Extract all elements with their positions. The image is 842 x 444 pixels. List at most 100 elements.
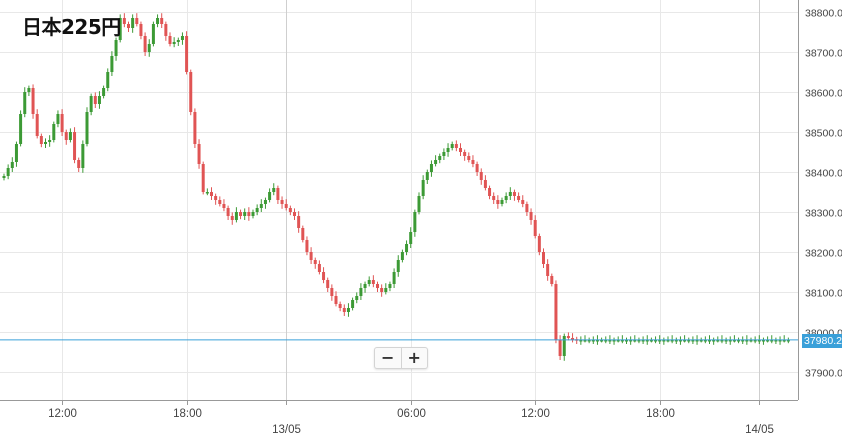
candle-body <box>716 340 720 342</box>
candle-body <box>388 284 392 288</box>
candle-body <box>595 340 599 342</box>
candle-body <box>703 340 707 342</box>
candle-body <box>579 340 583 342</box>
candle-body <box>330 288 334 296</box>
candle-body <box>496 200 500 204</box>
candle-body <box>272 188 276 192</box>
x-tick-label: 12:00 <box>521 408 550 420</box>
candle-body <box>604 340 608 342</box>
candle-body <box>247 212 251 216</box>
candle-body <box>488 188 492 196</box>
candle-body <box>766 340 770 342</box>
y-tick-label: 38800.0 <box>805 8 842 20</box>
candle-body <box>450 144 454 148</box>
candle-body <box>400 252 404 260</box>
candle-body <box>93 96 97 104</box>
candle-body <box>691 340 695 342</box>
candle-body <box>699 340 703 342</box>
candle-body <box>625 340 628 342</box>
candle-body <box>732 340 736 342</box>
candle-body <box>649 340 653 342</box>
candle-body <box>19 114 23 144</box>
chart-title: 日本225円 <box>22 15 121 39</box>
candle-body <box>583 340 587 342</box>
candle-body <box>89 96 93 112</box>
candle-body <box>641 340 645 342</box>
candle-body <box>276 188 280 200</box>
candle-body <box>562 336 566 356</box>
candle-body <box>97 96 101 104</box>
candle-body <box>305 240 309 252</box>
candle-body <box>454 144 458 148</box>
candle-body <box>371 280 375 284</box>
candle-body <box>728 340 732 342</box>
y-tick-label: 38400.0 <box>805 168 842 180</box>
candle-body <box>600 340 604 342</box>
candle-body <box>529 212 533 220</box>
x-tick-label: 12:00 <box>48 408 77 420</box>
candle-body <box>720 340 724 342</box>
candle-body <box>708 340 711 342</box>
y-tick-label: 38300.0 <box>805 208 842 220</box>
candle-body <box>135 18 139 24</box>
zoom-in-button[interactable]: + <box>407 348 421 367</box>
candle-body <box>757 340 761 342</box>
candle-body <box>77 160 81 168</box>
candle-body <box>438 156 442 160</box>
candle-body <box>546 264 550 276</box>
candle-body <box>185 36 189 72</box>
candle-body <box>317 264 321 272</box>
candle-body <box>259 204 263 208</box>
candle-body <box>151 24 155 44</box>
candle-body <box>542 252 545 264</box>
candle-body <box>761 340 765 342</box>
candle-body <box>533 220 537 236</box>
zoom-out-button[interactable]: − <box>381 348 395 367</box>
candle-body <box>338 304 342 308</box>
candle-body <box>239 212 243 216</box>
y-tick-label: 38600.0 <box>805 88 842 100</box>
candle-body <box>251 212 255 216</box>
candle-body <box>243 212 247 216</box>
candle-body <box>741 340 745 342</box>
candle-body <box>10 162 14 168</box>
candle-body <box>263 200 267 204</box>
candle-body <box>413 212 417 232</box>
candle-body <box>745 340 749 342</box>
candle-body <box>172 42 176 44</box>
candle-body <box>139 24 143 36</box>
candle-body <box>322 272 326 280</box>
candle-body <box>205 192 209 194</box>
candle-body <box>23 92 27 114</box>
candle-body <box>326 280 330 288</box>
candle-body <box>56 114 60 124</box>
candle-body <box>737 340 741 342</box>
candle-body <box>127 24 130 28</box>
candle-body <box>193 112 197 144</box>
candle-body <box>612 340 616 342</box>
candle-body <box>156 18 160 24</box>
candle-body <box>504 196 508 200</box>
candle-body <box>346 308 350 312</box>
x-tick-label: 14/05 <box>745 424 774 436</box>
candle-body <box>131 18 135 28</box>
current-price-label: 37980.2 <box>802 334 842 348</box>
candle-body <box>363 284 367 288</box>
x-tick-label: 18:00 <box>173 408 202 420</box>
candle-body <box>517 196 521 200</box>
candle-body <box>591 340 595 342</box>
candle-body <box>405 244 409 252</box>
candle-body <box>434 160 438 164</box>
candle-body <box>678 340 682 342</box>
candle-body <box>786 340 790 342</box>
candle-body <box>355 296 359 300</box>
candle-body <box>313 260 317 264</box>
candle-body <box>160 18 164 24</box>
candle-body <box>658 340 662 342</box>
candle-body <box>6 168 10 176</box>
candle-body <box>670 340 674 342</box>
candle-body <box>118 18 122 40</box>
candle-body <box>463 152 467 156</box>
x-tick-label: 13/05 <box>272 424 301 436</box>
candle-body <box>168 36 172 44</box>
